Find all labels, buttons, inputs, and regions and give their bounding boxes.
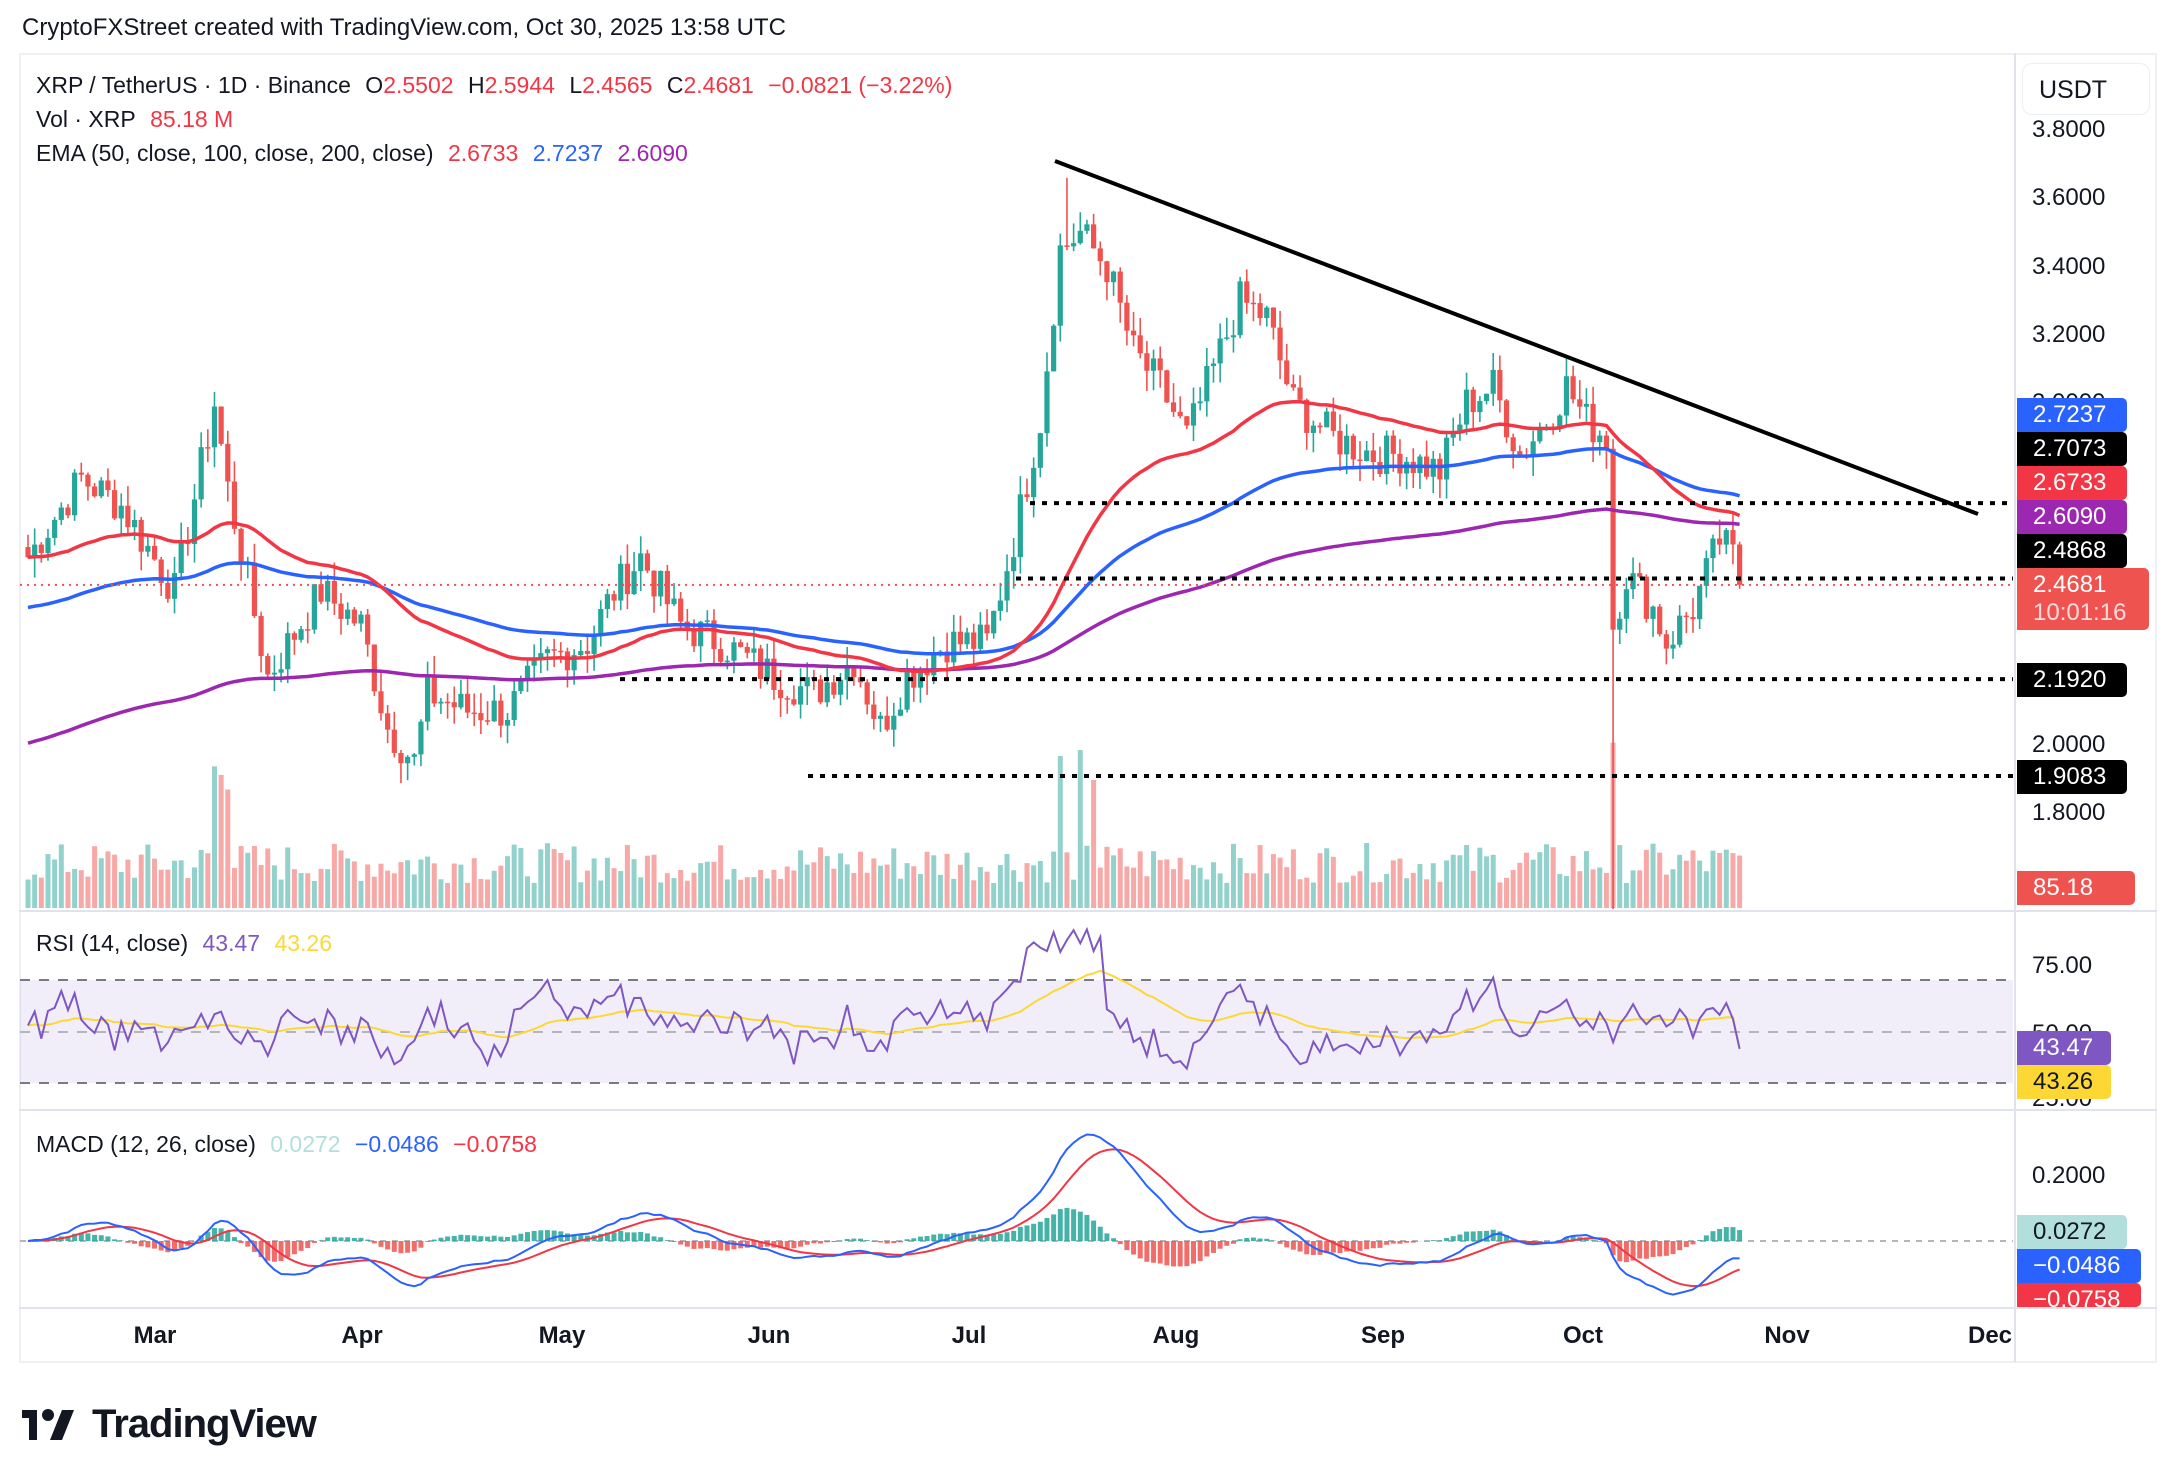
month-label: May — [538, 1322, 586, 1349]
price-tick: 3.4000 — [2032, 253, 2106, 280]
price-tick: 3.8000 — [2032, 116, 2106, 143]
volume-tag: 85.18 M — [2017, 871, 2135, 935]
level-price-tag: 2.4868 — [2017, 534, 2127, 568]
ema50-value: 2.6733 — [447, 140, 519, 166]
level-price-tag: 1.9083 — [2017, 760, 2127, 794]
tradingview-logo[interactable]: TradingView — [22, 1402, 317, 1447]
last-price: 2.4681 — [2033, 571, 2107, 598]
macd-hist-value: 0.0272 — [270, 1131, 341, 1157]
rsi-ma-value: 43.26 — [274, 930, 333, 956]
rsi-legend[interactable]: RSI (14, close) 43.47 43.26 — [36, 930, 333, 956]
currency-selector[interactable]: USDT — [2022, 63, 2150, 115]
close-value: 2.4681 — [683, 72, 754, 98]
symbol-legend[interactable]: XRP / TetherUS · 1D · Binance O2.5502 H2… — [36, 72, 953, 98]
rsi-tick: 75.00 — [2032, 952, 2093, 979]
month-label: Jul — [951, 1322, 987, 1349]
month-label: Oct — [1562, 1322, 1604, 1349]
month-label: Jun — [747, 1322, 791, 1349]
rsi-ma-tag: 43.26 — [2017, 1065, 2111, 1099]
symbol-title: XRP / TetherUS · 1D · Binance — [36, 72, 351, 98]
level-price-tag: 2.1920 — [2017, 663, 2127, 697]
ema200-value: 2.6090 — [617, 140, 688, 166]
price-tick: 2.0000 — [2032, 731, 2106, 758]
chart-frame — [19, 53, 2157, 1363]
volume-value: 85.18 M — [150, 106, 234, 132]
ema-legend[interactable]: EMA (50, close, 100, close, 200, close) … — [36, 140, 688, 166]
month-label: Apr — [341, 1322, 383, 1349]
high-value: 2.5944 — [484, 72, 555, 98]
price-tick: 1.8000 — [2032, 799, 2106, 826]
price-tick: 3.6000 — [2032, 184, 2106, 211]
rsi-value: 43.47 — [202, 930, 261, 956]
rsi-tag: 43.47 — [2017, 1031, 2111, 1065]
macd-tick: 0.2000 — [2032, 1162, 2106, 1189]
bar-countdown: 10:01:16 — [2033, 599, 2127, 626]
low-value: 2.4565 — [582, 72, 653, 98]
volume-legend[interactable]: Vol · XRP 85.18 M — [36, 106, 234, 132]
tradingview-logo-text: TradingView — [92, 1402, 317, 1446]
month-label: Nov — [1764, 1322, 1810, 1349]
ema200-price-tag: 2.6090 — [2017, 500, 2127, 534]
month-label: Sep — [1360, 1322, 1406, 1349]
tradingview-logo-icon — [22, 1408, 74, 1440]
macd-value: −0.0486 — [355, 1131, 439, 1157]
open-value: 2.5502 — [383, 72, 454, 98]
macd-tag: −0.0486 — [2017, 1249, 2141, 1283]
month-label: Aug — [1152, 1322, 1200, 1349]
price-tick: 3.2000 — [2032, 321, 2106, 348]
ema100-price-tag: 2.7237 — [2017, 398, 2127, 432]
month-label: Dec — [1967, 1322, 2013, 1349]
macd-legend[interactable]: MACD (12, 26, close) 0.0272 −0.0486 −0.0… — [36, 1131, 537, 1157]
change-value: −0.0821 (−3.22%) — [768, 72, 953, 98]
signal-value: −0.0758 — [453, 1131, 537, 1157]
signal-tag: −0.0758 — [2017, 1283, 2141, 1307]
ema100-value: 2.7237 — [532, 140, 604, 166]
level-price-tag: 2.7073 — [2017, 432, 2127, 466]
month-label: Mar — [133, 1322, 177, 1349]
macd-hist-tag: 0.0272 — [2017, 1215, 2127, 1249]
last-price-tag: 2.4681 10:01:16 — [2017, 568, 2149, 630]
ema50-price-tag: 2.6733 — [2017, 466, 2127, 500]
chart-attribution: CryptoFXStreet created with TradingView.… — [22, 14, 786, 41]
